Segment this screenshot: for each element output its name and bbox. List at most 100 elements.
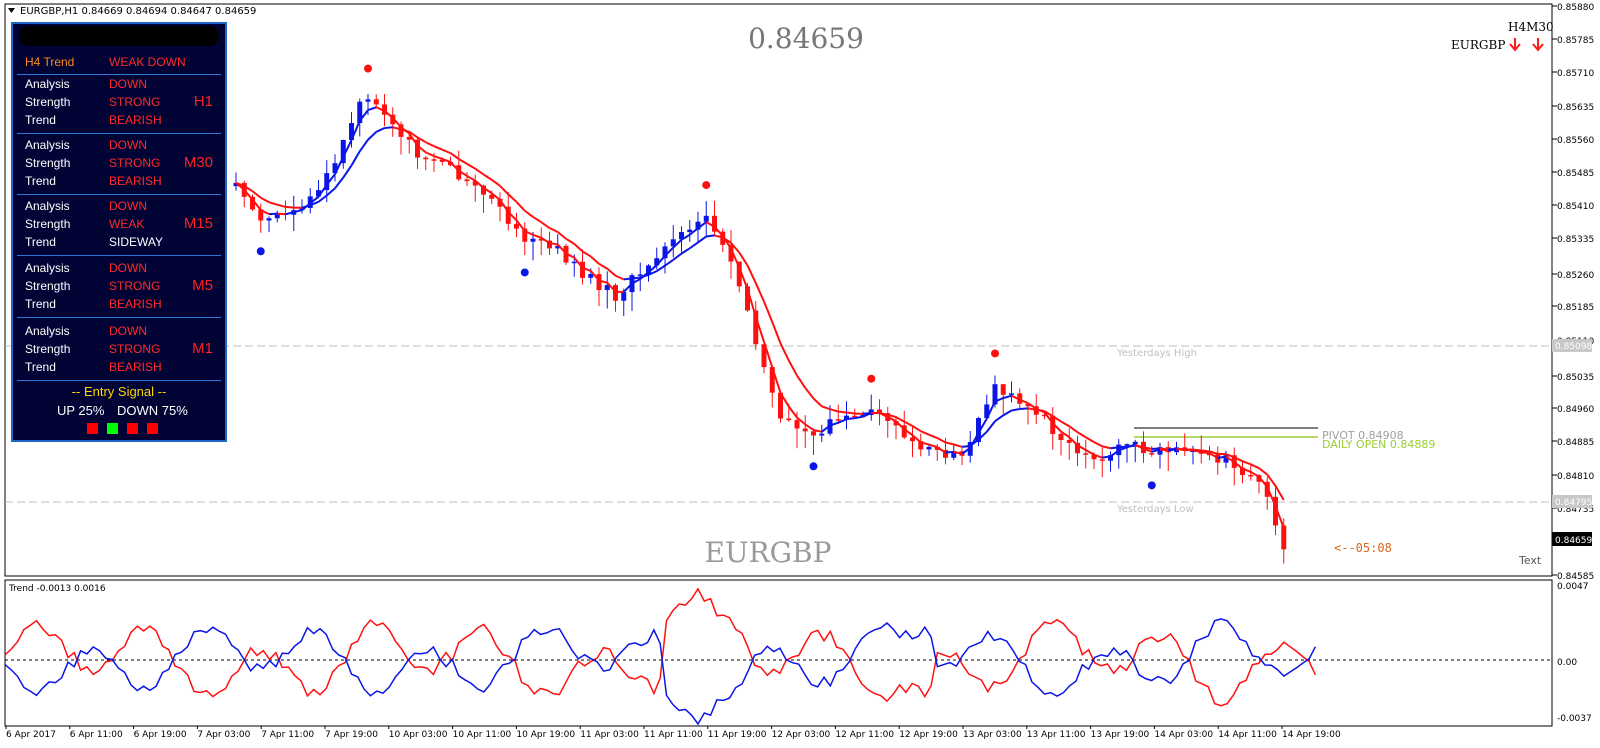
candle-body xyxy=(901,425,907,438)
divider xyxy=(17,74,221,75)
moving-averages xyxy=(235,106,1285,529)
ma-line xyxy=(1052,422,1062,433)
candle-body xyxy=(1042,414,1047,417)
ma-line xyxy=(754,316,765,343)
panel-timeframe-label: H1 xyxy=(193,93,213,110)
candle-body xyxy=(1215,454,1221,463)
ma-line xyxy=(689,241,699,250)
candle-body xyxy=(1207,453,1212,456)
price-tick-label: 0.85485 xyxy=(1557,169,1594,179)
ma-line xyxy=(1019,407,1029,410)
candle-body xyxy=(728,244,734,262)
panel-timeframe-label: M1 xyxy=(192,340,213,357)
ma-line xyxy=(408,130,419,139)
candle-body xyxy=(274,213,280,219)
ma-line xyxy=(1060,430,1070,439)
ma-line xyxy=(812,397,823,408)
ma-line xyxy=(589,270,600,282)
ma-line xyxy=(565,252,575,259)
ma-line xyxy=(358,139,369,152)
ma-line xyxy=(449,161,460,172)
ma-line xyxy=(821,424,831,433)
ma-line xyxy=(582,266,592,272)
ma-line xyxy=(738,251,749,266)
ma-line xyxy=(631,278,641,285)
sell-signal-dot xyxy=(867,374,876,383)
buy-signal-dot xyxy=(520,268,529,277)
ma-line xyxy=(903,428,914,437)
ma-line xyxy=(928,433,938,439)
ma-line xyxy=(285,205,294,209)
ma-line xyxy=(565,237,575,245)
panel-row-label: Strength xyxy=(25,342,71,356)
candle-body xyxy=(349,123,354,140)
ma-line xyxy=(813,429,822,433)
panel-row-value: BEARISH xyxy=(109,360,162,374)
panel-row-label: Analysis xyxy=(25,324,70,338)
signal-square xyxy=(147,423,158,434)
candle-body xyxy=(1066,440,1072,443)
candle-body xyxy=(703,215,709,222)
panel-row-value: STRONG xyxy=(109,95,161,109)
ma-line xyxy=(375,127,385,133)
signal-dots xyxy=(256,64,1156,490)
ma-line xyxy=(260,196,270,204)
chart-menu-triangle-icon[interactable] xyxy=(8,8,15,13)
time-tick-label: 10 Apr 19:00 xyxy=(516,730,575,740)
ma-line xyxy=(557,243,567,255)
ma-line xyxy=(854,415,864,420)
ma-line xyxy=(392,126,402,131)
ma-line xyxy=(581,250,592,258)
ma-line xyxy=(358,109,369,122)
panel-row-label: Trend xyxy=(25,113,56,127)
signal-square xyxy=(127,423,138,434)
time-tick-label: 11 Apr 11:00 xyxy=(644,730,703,740)
ma-line xyxy=(1093,441,1103,448)
ma-line xyxy=(433,155,443,160)
ma-line xyxy=(1250,463,1260,470)
ma-line xyxy=(994,397,1004,403)
entry-signal-title: -- Entry Signal -- xyxy=(71,384,167,399)
ma-line xyxy=(639,273,649,279)
candle-body xyxy=(250,196,255,210)
candle-body xyxy=(852,415,858,418)
ma-line xyxy=(425,151,435,157)
price-tick-label: 0.85635 xyxy=(1557,103,1594,113)
ma-line xyxy=(524,230,534,236)
ma-line xyxy=(606,267,617,277)
sell-signal-dot xyxy=(991,349,999,358)
candle-body xyxy=(415,139,420,158)
ma-line xyxy=(293,209,303,214)
trend-panel[interactable]: H4 Trend WEAK DOWN Analysis DOWN Strength S… xyxy=(11,22,227,442)
panel-row-value: BEARISH xyxy=(109,113,162,127)
ma-line xyxy=(821,405,831,411)
ma-line xyxy=(1209,450,1219,455)
price-tick-label: 0.85035 xyxy=(1557,373,1594,383)
ma-line xyxy=(326,187,336,197)
ma-line xyxy=(1258,476,1269,488)
ma-line xyxy=(713,226,724,237)
ma-line xyxy=(342,164,353,179)
time-tick-label: 12 Apr 19:00 xyxy=(899,730,958,740)
ma-line xyxy=(911,434,922,444)
candle-body xyxy=(1058,433,1064,441)
time-tick-label: 6 Apr 2017 xyxy=(6,730,56,740)
yesterdays-high-label: Yesterdays High xyxy=(1116,348,1197,359)
candle-body xyxy=(571,261,577,264)
pivot-label: PIVOT 0.84908 xyxy=(1322,429,1404,442)
candle-body xyxy=(662,246,668,259)
time-axis: 6 Apr 2017 6 Apr 11:00 6 Apr 19:00 7 Apr 03… xyxy=(5,726,1341,740)
candlestick-series xyxy=(233,93,1287,564)
candle-body xyxy=(951,451,957,458)
candle-body xyxy=(769,367,775,393)
ma-line xyxy=(309,200,319,207)
candle-body xyxy=(1240,467,1245,475)
time-tick-label: 11 Apr 03:00 xyxy=(580,730,639,740)
ma-line xyxy=(664,246,674,257)
ma-line xyxy=(969,438,980,447)
ma-line xyxy=(903,420,913,427)
ma-line xyxy=(1274,485,1285,501)
panel-row-label: Analysis xyxy=(25,199,70,213)
ma-line xyxy=(507,193,518,203)
